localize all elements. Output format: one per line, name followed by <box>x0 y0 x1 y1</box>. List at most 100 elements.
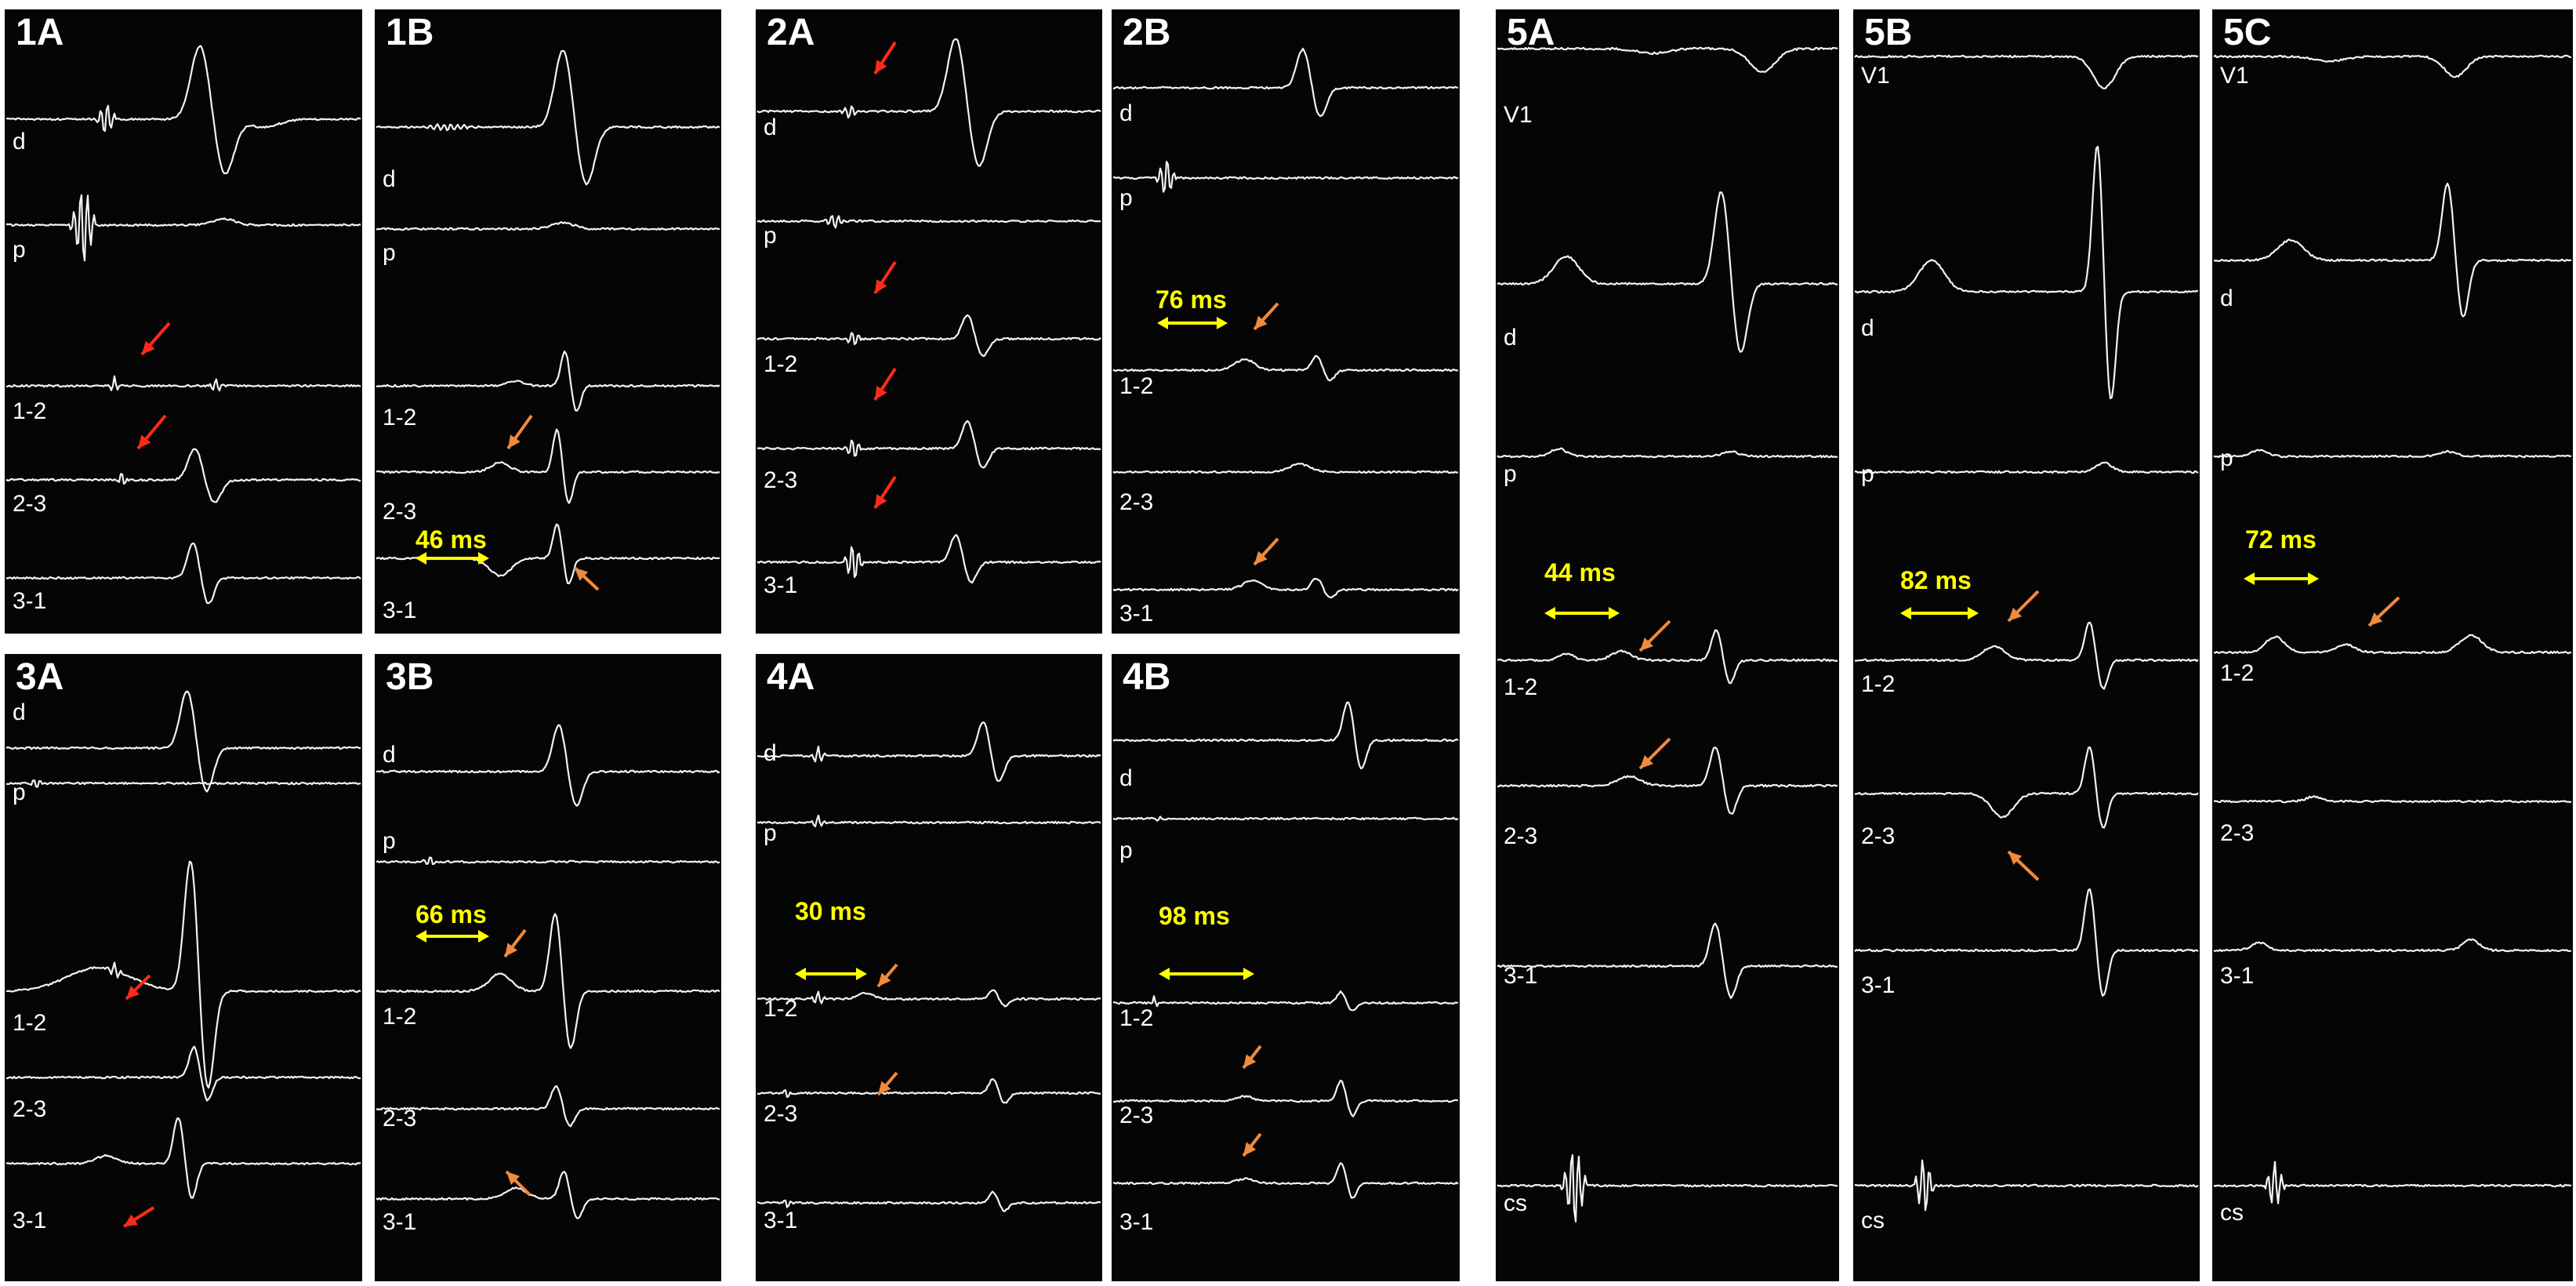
red-arrow <box>125 974 151 1001</box>
latency-label: 82 ms <box>1900 566 1972 594</box>
lead-label-2-3: 2-3 <box>1861 823 1896 849</box>
lead-label-2-3: 2-3 <box>13 1096 47 1122</box>
egm-trace <box>1854 746 2199 829</box>
lead-label-2-3: 2-3 <box>1119 489 1154 515</box>
egm-trace <box>5 1045 361 1102</box>
panel-1B-traces <box>376 49 720 591</box>
panel-title: 1B <box>386 12 434 53</box>
lead-label-p: p <box>2220 445 2233 471</box>
egm-trace <box>2213 795 2572 804</box>
egm-trace <box>1497 922 1838 999</box>
lead-label-d: d <box>764 114 777 140</box>
panel-title: 5A <box>1507 12 1555 53</box>
egm-trace <box>756 1190 1101 1212</box>
egm-trace <box>756 215 1101 229</box>
panel-5C-traces <box>2213 54 2572 1204</box>
latency-caliper <box>1900 607 1979 619</box>
orange-arrow <box>1242 1132 1262 1157</box>
latency-label: 46 ms <box>415 525 487 554</box>
orange-arrow <box>503 928 527 958</box>
panel-1A: 1A d p 1-2 2-3 3-1 <box>5 9 362 634</box>
panel-title: 2B <box>1123 12 1171 53</box>
panel-5B: 5B V1 d p 1-2 2-3 3-1 cs 82 ms <box>1853 9 2200 1281</box>
latency-label: 44 ms <box>1544 558 1616 587</box>
lead-label-1-2: 1-2 <box>2220 660 2255 686</box>
orange-arrow <box>1253 537 1279 566</box>
panel-3A-traces <box>5 690 361 1228</box>
lead-label-p: p <box>1119 185 1133 211</box>
egm-trace <box>1497 447 1838 459</box>
latency-label: 76 ms <box>1156 285 1227 314</box>
egm-trace <box>2213 634 2572 655</box>
egm-trace <box>1112 47 1459 118</box>
orange-arrow <box>1638 737 1671 770</box>
egm-trace <box>376 724 720 807</box>
lead-label-1-2: 1-2 <box>764 351 798 377</box>
egm-trace <box>756 1077 1101 1104</box>
panel-title: 1A <box>16 12 64 53</box>
lead-label-d: d <box>13 699 26 725</box>
panel-4A-traces <box>756 721 1101 1212</box>
egm-trace <box>1112 701 1459 769</box>
lead-label-2-3: 2-3 <box>764 467 798 493</box>
lead-label-cs: cs <box>1504 1190 1527 1216</box>
latency-label: 72 ms <box>2245 525 2317 554</box>
egm-trace <box>1497 46 1838 73</box>
egm-trace <box>1112 577 1459 599</box>
red-arrow <box>873 475 897 510</box>
orange-arrow <box>876 1071 898 1096</box>
lead-label-1-2: 1-2 <box>1119 373 1154 399</box>
panel-5C: 5C V1 d p 1-2 2-3 3-1 cs 72 ms <box>2212 9 2573 1281</box>
panel-4A: 4A d p 1-2 2-3 3-1 30 ms <box>756 654 1102 1281</box>
lead-label-p: p <box>383 828 396 854</box>
latency-caliper <box>415 552 489 565</box>
egm-trace <box>1854 888 2199 997</box>
red-arrow <box>873 41 897 75</box>
egm-trace <box>1112 463 1459 474</box>
egm-trace <box>5 860 361 1089</box>
egm-trace <box>2213 54 2572 78</box>
egm-trace <box>1854 621 2199 690</box>
lead-label-2-3: 2-3 <box>13 491 47 517</box>
panel-1A-traces <box>5 45 361 605</box>
panel-4B: 4B d p 1-2 2-3 3-1 98 ms <box>1112 654 1460 1281</box>
panel-title: 4B <box>1123 656 1171 698</box>
panel-title: 5B <box>1864 12 1913 53</box>
lead-label-2-3: 2-3 <box>383 499 417 525</box>
lead-label-2-3: 2-3 <box>1119 1103 1154 1128</box>
panel-3B: 3B d p 1-2 2-3 3-1 66 ms <box>375 654 721 1281</box>
orange-arrow <box>1253 302 1279 331</box>
latency-caliper <box>795 968 867 980</box>
egm-trace <box>756 721 1101 783</box>
egm-trace <box>5 690 361 793</box>
panel-2B: 2B d p 1-2 2-3 3-1 76 ms <box>1112 9 1460 634</box>
lead-label-3-1: 3-1 <box>383 1209 417 1235</box>
lead-label-cs: cs <box>1861 1208 1885 1233</box>
egm-trace <box>756 814 1101 828</box>
orange-arrow <box>505 1170 532 1197</box>
lead-label-d: d <box>13 129 26 154</box>
lead-label-3-1: 3-1 <box>13 588 47 614</box>
egm-trace <box>376 1084 720 1128</box>
latency-label: 30 ms <box>795 897 866 925</box>
lead-label-p: p <box>13 237 26 263</box>
lead-label-d: d <box>764 740 777 766</box>
egm-trace <box>756 989 1101 1008</box>
lead-label-1-2: 1-2 <box>383 405 417 430</box>
orange-arrow <box>573 566 600 591</box>
egm-trace <box>5 194 361 262</box>
egm-trace <box>376 221 720 231</box>
lead-label-2-3: 2-3 <box>2220 820 2255 846</box>
panel-title: 3A <box>16 656 64 698</box>
red-arrow <box>136 414 167 450</box>
lead-label-3-1: 3-1 <box>1119 601 1154 627</box>
orange-arrow <box>2007 590 2040 623</box>
panel-5A: 5A V1 d p 1-2 2-3 3-1 cs 44 ms <box>1496 9 1839 1281</box>
lead-label-3-1: 3-1 <box>1504 963 1538 989</box>
lead-label-3-1: 3-1 <box>2220 963 2255 989</box>
panel-2A: 2A d p 1-2 2-3 3-1 <box>756 9 1102 634</box>
orange-arrow <box>1638 619 1671 652</box>
egm-trace <box>2213 449 2572 459</box>
egm-trace <box>1112 1079 1459 1117</box>
lead-label-d: d <box>1119 100 1133 126</box>
